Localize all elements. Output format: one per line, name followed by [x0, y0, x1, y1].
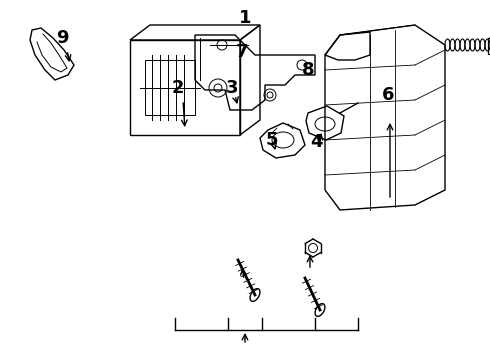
- Text: 8: 8: [302, 61, 314, 79]
- Text: 1: 1: [239, 9, 251, 27]
- Text: 2: 2: [172, 79, 184, 97]
- Bar: [488, 38, 490, 54]
- Text: 3: 3: [226, 79, 238, 97]
- Text: 7: 7: [236, 43, 248, 61]
- Text: 4: 4: [310, 133, 322, 151]
- Text: 6: 6: [382, 86, 394, 104]
- Text: 9: 9: [56, 29, 68, 47]
- Text: 5: 5: [266, 131, 278, 149]
